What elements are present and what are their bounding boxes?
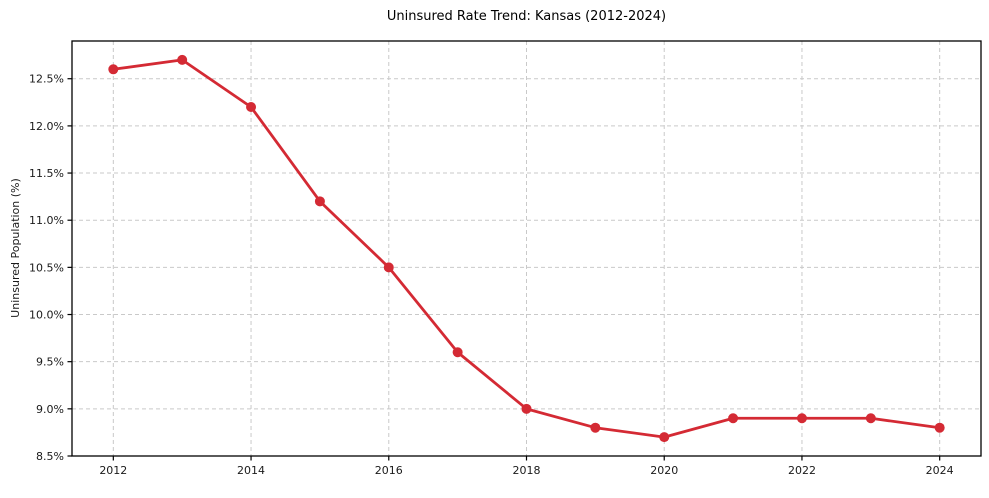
data-point-marker [728,413,739,424]
y-tick-label: 9.0% [36,403,64,416]
data-point-marker [314,196,325,207]
x-tick-label: 2014 [237,464,265,477]
x-tick-label: 2012 [99,464,127,477]
data-point-marker [383,262,394,273]
y-tick-label: 11.5% [29,167,64,180]
y-tick-label: 9.5% [36,356,64,369]
chart-title: Uninsured Rate Trend: Kansas (2012-2024) [386,9,667,24]
y-tick-label: 10.5% [29,261,64,274]
x-tick-label: 2018 [513,464,541,477]
y-tick-label: 8.5% [36,450,64,463]
y-tick-label: 11.0% [29,214,64,227]
x-tick-label: 2022 [788,464,816,477]
data-point-marker [452,347,463,358]
data-point-marker [865,413,876,424]
data-point-marker [246,102,257,113]
data-point-marker [590,422,601,433]
y-tick-label: 12.0% [29,120,64,133]
data-point-marker [108,64,119,75]
x-tick-label: 2016 [375,464,403,477]
data-point-marker [796,413,807,424]
y-tick-label: 10.0% [29,309,64,322]
data-point-marker [659,432,670,443]
x-tick-label: 2024 [926,464,954,477]
data-point-marker [934,422,945,433]
x-tick-label: 2020 [650,464,678,477]
data-point-marker [177,54,188,65]
data-point-marker [521,403,532,414]
y-tick-label: 12.5% [29,73,64,86]
